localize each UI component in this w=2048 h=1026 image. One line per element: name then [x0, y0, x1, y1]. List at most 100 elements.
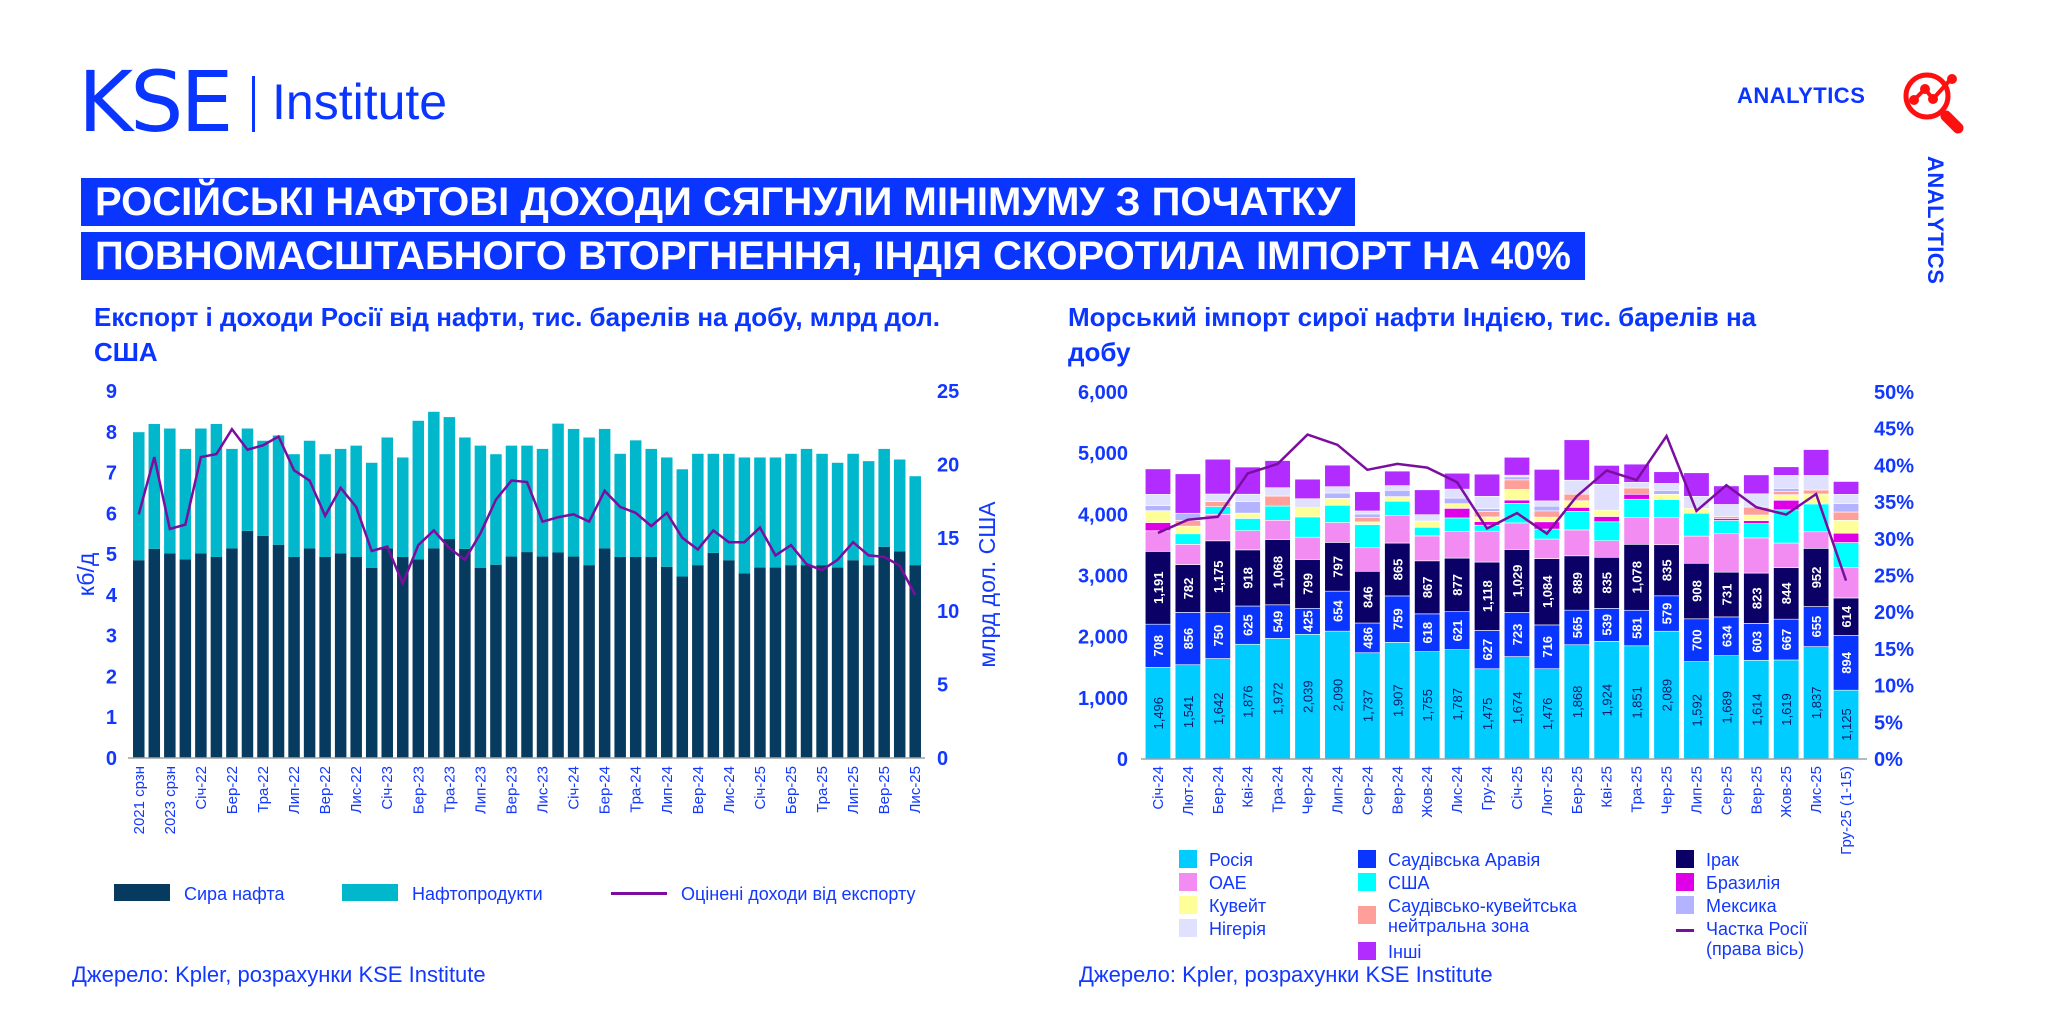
legend-label: Росія [1209, 850, 1253, 870]
data-label: 823 [1749, 587, 1764, 609]
bar-crude [567, 556, 580, 758]
bar-products [893, 459, 906, 552]
bar-products [241, 428, 254, 531]
bar-segment-9 [1264, 487, 1291, 497]
bar-segment-9 [1833, 494, 1860, 504]
bar-segment-0 [1414, 651, 1441, 760]
x-tick-label: Лис-25 [907, 766, 924, 813]
bar-crude [303, 548, 316, 758]
bar-segment-4 [1264, 505, 1291, 521]
bar-segment-3 [1593, 540, 1620, 558]
bar-segment-9 [1623, 482, 1650, 489]
bar-crude [210, 556, 223, 758]
data-label: 2,039 [1301, 680, 1316, 713]
y2-axis-label: млрд дол. США [974, 501, 1000, 668]
y-tick-label: 9 [106, 381, 117, 403]
data-label: 1,907 [1390, 684, 1405, 717]
bar-products [474, 445, 487, 568]
bar-crude [381, 548, 393, 758]
bar-segment-8 [1324, 492, 1351, 499]
bar-crude [785, 565, 797, 758]
bar-products [769, 457, 782, 568]
legend-label: Частка Росії (права вісь) [1706, 919, 1808, 959]
bar-segment-2 [1174, 564, 1201, 613]
kse-logo: KSE [78, 53, 233, 151]
bar-segment-5 [1503, 499, 1530, 504]
x-tick-label: Чер-24 [1300, 766, 1317, 814]
bar-segment-10 [1593, 465, 1620, 485]
x-tick-label: Січ-25 [752, 766, 769, 810]
bar-crude [909, 565, 921, 758]
bar-segment-10 [1324, 464, 1351, 487]
bar-segment-4 [1653, 499, 1680, 518]
bar-products [878, 448, 890, 547]
data-label: 952 [1809, 567, 1824, 589]
bar-segment-10 [1713, 485, 1740, 505]
right-chart-title: Морський імпорт сирої нафти Індією, тис.… [1068, 302, 1757, 367]
x-tick-label: Січ-22 [193, 766, 210, 810]
data-label: 1,737 [1360, 690, 1375, 723]
bar-segment-3 [1384, 515, 1411, 544]
legend-swatch [1676, 929, 1694, 932]
legend-item: Росія [1179, 850, 1253, 870]
y2-tick-label: 0% [1874, 749, 1903, 771]
bar-segment-2 [1563, 555, 1590, 611]
headline-line-1: РОСІЙСЬКІ НАФТОВІ ДОХОДИ СЯГНУЛИ МІНІМУМ… [81, 178, 1356, 226]
bar-segment-10 [1414, 489, 1441, 516]
bar-products [490, 454, 502, 565]
bar-products [381, 437, 393, 549]
bar-crude [350, 556, 362, 758]
x-tick-label: Сер-24 [1359, 766, 1376, 815]
x-tick-label: 2021 срзн [131, 766, 148, 834]
bar-segment-1 [1503, 612, 1530, 657]
bar-segment-0 [1144, 667, 1171, 760]
bar-products [505, 445, 518, 557]
y2-tick-label: 40% [1874, 455, 1914, 477]
y2-tick-label: 15% [1874, 639, 1914, 661]
y-tick-label: 5 [106, 544, 117, 566]
bar-segment-0 [1234, 643, 1261, 760]
bar-crude [847, 560, 859, 758]
bar-segment-1 [1324, 590, 1351, 632]
legend-label: Нафтопродукти [412, 884, 543, 904]
y2-tick-label: 15 [937, 528, 959, 550]
legend-swatch [1676, 850, 1694, 868]
data-label: 549 [1271, 611, 1286, 633]
legend-label: США [1388, 873, 1430, 893]
bar-segment-3 [1144, 530, 1171, 552]
bar-segment-3 [1683, 535, 1710, 564]
bar-crude [459, 548, 471, 758]
legend-swatch [1676, 896, 1694, 914]
bar-segment-2 [1623, 544, 1650, 611]
bar-segment-3 [1474, 530, 1501, 563]
bar-segment-10 [1474, 473, 1501, 497]
data-label: 1,851 [1630, 686, 1645, 719]
russia-share-line [1157, 433, 1848, 582]
data-label: 625 [1241, 614, 1256, 636]
data-label: 1,868 [1570, 686, 1585, 719]
bar-segment-9 [1474, 496, 1501, 509]
legend-item-products: Нафтопродукти [342, 884, 543, 904]
x-tick-label: Бер-25 [1569, 766, 1586, 814]
bar-segment-3 [1803, 531, 1830, 549]
x-tick-label: Лип-24 [1329, 766, 1346, 814]
bar-segment-1 [1593, 608, 1620, 642]
bar-segment-6 [1444, 503, 1471, 509]
bar-products [800, 448, 813, 566]
legend-swatch [1676, 873, 1694, 891]
bar-segment-2 [1444, 557, 1471, 613]
data-label: 565 [1570, 617, 1585, 639]
bar-segment-6 [1593, 509, 1620, 517]
bar-products [567, 428, 580, 557]
bar-products [164, 428, 176, 554]
y2-tick-label: 50% [1874, 382, 1914, 404]
bar-products [319, 454, 331, 557]
analytics-label: ANALYTICS [1737, 83, 1866, 108]
y-tick-label: 3,000 [1078, 566, 1128, 588]
legend-item: Частка Росії (права вісь) [1676, 919, 1856, 959]
bar-segment-9 [1414, 514, 1441, 522]
bar-segment-8 [1384, 489, 1411, 497]
data-label: 844 [1779, 582, 1794, 604]
bar-products [645, 448, 657, 557]
bar-products [831, 462, 844, 568]
